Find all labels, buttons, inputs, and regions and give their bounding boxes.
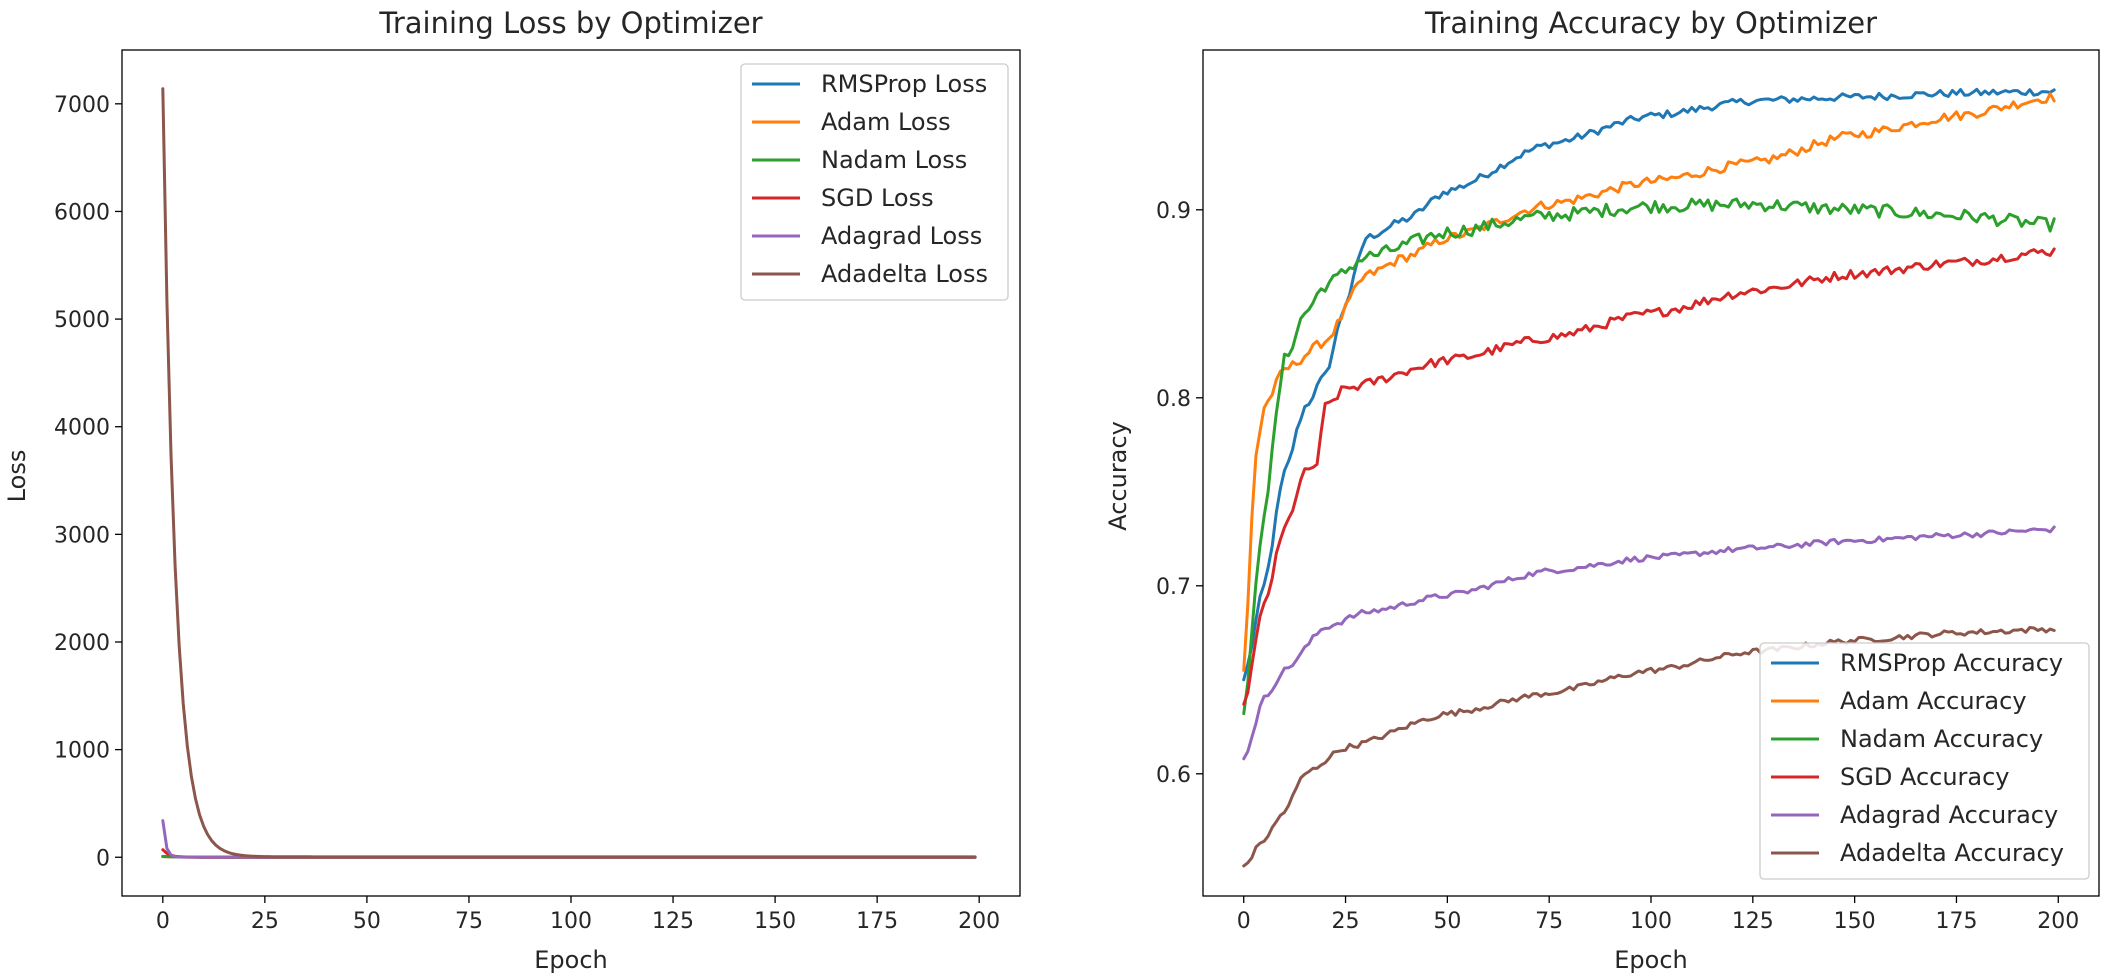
loss-chart-y-tick-label: 6000 <box>54 200 110 225</box>
accuracy-chart-x-tick-label: 175 <box>1935 909 1977 934</box>
series-line-sgd-accuracy <box>1242 247 2056 706</box>
accuracy-chart-legend: RMSProp Accuracy Adam Accuracy Nadam Accur… <box>1759 642 2090 880</box>
loss-chart-x-tick-label: 50 <box>353 909 381 934</box>
loss-chart-y-tick-label: 2000 <box>54 631 110 656</box>
loss-chart-x-tick-label: 125 <box>652 909 694 934</box>
legend-label-rmsprop-loss: RMSProp Loss <box>821 70 987 98</box>
legend-label-sgd-loss: SGD Loss <box>821 184 934 212</box>
accuracy-chart: Training Accuracy by Optimizer 0 25 50 75 10… <box>1104 6 2100 974</box>
loss-chart-x-tick-label: 75 <box>455 909 483 934</box>
accuracy-chart-x-tick-label: 200 <box>2037 909 2079 934</box>
accuracy-chart-x-tick-label: 125 <box>1732 909 1774 934</box>
accuracy-chart-ticks: 0 25 50 75 100 125 150 175 200 0.6 0.7 0.8 0.9 <box>1156 199 2079 934</box>
accuracy-chart-x-tick-label: 75 <box>1535 909 1563 934</box>
loss-chart-x-tick-label: 175 <box>856 909 898 934</box>
loss-chart-x-tick-label: 100 <box>550 909 592 934</box>
legend-label-adadelta-loss: Adadelta Loss <box>821 260 988 288</box>
legend-label-adadelta-accuracy: Adadelta Accuracy <box>1840 839 2064 867</box>
accuracy-chart-plot-frame <box>1202 49 2100 897</box>
series-line-adadelta-loss <box>161 87 977 859</box>
accuracy-chart-series <box>1242 87 2056 868</box>
loss-chart-x-tick-label: 200 <box>958 909 1000 934</box>
loss-chart-ticks: 0 25 50 75 100 125 150 175 200010002000300040005… <box>54 93 1000 934</box>
accuracy-chart-x-tick-label: 100 <box>1630 909 1672 934</box>
legend-label-adam-accuracy: Adam Accuracy <box>1840 687 2027 715</box>
accuracy-chart-x-axis-label: Epoch <box>1614 946 1688 974</box>
loss-chart-y-axis-label: Loss <box>3 450 31 503</box>
loss-chart-x-axis-label: Epoch <box>534 946 608 974</box>
loss-chart-plot-frame <box>121 49 1021 897</box>
legend-label-adagrad-accuracy: Adagrad Accuracy <box>1840 801 2058 829</box>
loss-chart-x-tick-label: 150 <box>754 909 796 934</box>
series-line-adadelta-accuracy <box>1242 625 2056 868</box>
accuracy-chart-legend-box <box>1759 642 2090 880</box>
loss-chart-y-tick-label: 5000 <box>54 308 110 333</box>
legend-label-nadam-loss: Nadam Loss <box>821 146 967 174</box>
accuracy-chart-x-tick-label: 150 <box>1834 909 1876 934</box>
loss-chart-legend: RMSProp Loss Adam Loss Nadam Loss SGD Loss A… <box>740 63 1009 301</box>
loss-chart-y-tick-label: 4000 <box>54 416 110 441</box>
legend-label-sgd-accuracy: SGD Accuracy <box>1840 763 2010 791</box>
accuracy-chart-y-tick-label: 0.6 <box>1156 763 1191 788</box>
loss-chart-legend-box <box>740 63 1009 301</box>
accuracy-chart-x-tick-label: 25 <box>1332 909 1360 934</box>
series-line-nadam-accuracy <box>1242 197 2056 716</box>
loss-chart-y-tick-label: 0 <box>96 846 110 871</box>
accuracy-chart-title: Training Accuracy by Optimizer <box>1424 6 1877 40</box>
loss-chart-y-tick-label: 1000 <box>54 739 110 764</box>
loss-chart-x-tick-label: 0 <box>156 909 170 934</box>
legend-label-rmsprop-accuracy: RMSProp Accuracy <box>1840 649 2063 677</box>
loss-chart-x-tick-label: 25 <box>251 909 279 934</box>
series-line-adagrad-accuracy <box>1242 525 2056 761</box>
loss-chart-y-tick-label: 7000 <box>54 93 110 118</box>
legend-label-nadam-accuracy: Nadam Accuracy <box>1840 725 2043 753</box>
accuracy-chart-y-axis-label: Accuracy <box>1104 421 1132 531</box>
loss-chart: Training Loss by Optimizer 0 25 50 75 100 125… <box>3 6 1021 974</box>
accuracy-chart-y-tick-label: 0.7 <box>1156 575 1191 600</box>
accuracy-chart-x-tick-label: 0 <box>1237 909 1251 934</box>
legend-label-adam-loss: Adam Loss <box>821 108 951 136</box>
accuracy-chart-x-tick-label: 50 <box>1433 909 1461 934</box>
loss-chart-y-tick-label: 3000 <box>54 523 110 548</box>
accuracy-chart-y-tick-label: 0.9 <box>1156 199 1191 224</box>
loss-chart-title: Training Loss by Optimizer <box>378 6 762 40</box>
legend-label-adagrad-loss: Adagrad Loss <box>821 222 982 250</box>
accuracy-chart-y-tick-label: 0.8 <box>1156 387 1191 412</box>
series-line-adam-accuracy <box>1242 92 2056 672</box>
series-line-rmsprop-accuracy <box>1242 87 2056 682</box>
loss-chart-series <box>161 87 977 859</box>
